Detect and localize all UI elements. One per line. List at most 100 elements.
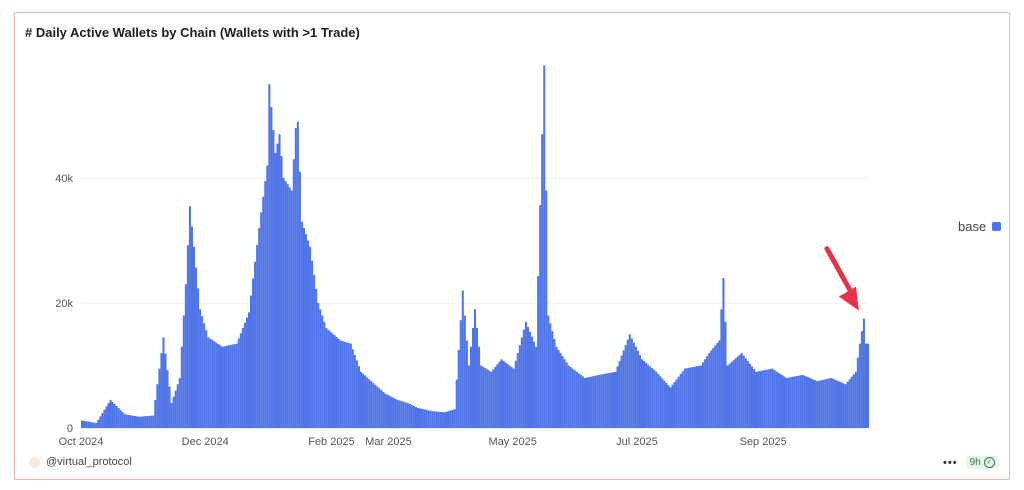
bar	[840, 382, 843, 428]
bar	[516, 353, 519, 428]
bar	[325, 328, 328, 428]
bar	[583, 378, 586, 428]
bar	[502, 360, 505, 428]
bar	[280, 156, 283, 428]
bar	[738, 354, 741, 428]
bar	[471, 328, 474, 428]
freshness-badge[interactable]: 9h ✓	[965, 456, 999, 469]
legend[interactable]: base	[958, 219, 1002, 234]
bar	[492, 369, 495, 428]
bar	[85, 421, 88, 428]
bar	[370, 381, 373, 428]
bar	[337, 338, 340, 428]
bar	[453, 409, 456, 428]
x-tick-label: Feb 2025	[308, 436, 354, 448]
footer-actions: ••• 9h ✓	[943, 456, 999, 469]
bar	[459, 320, 462, 428]
bar	[99, 416, 102, 428]
bar	[390, 396, 393, 428]
bar	[592, 376, 595, 428]
bar	[535, 346, 538, 428]
bar	[339, 340, 342, 428]
bar	[848, 379, 851, 428]
bar	[862, 318, 865, 428]
bar	[201, 316, 204, 428]
bar	[708, 353, 711, 428]
more-options-icon[interactable]: •••	[943, 456, 958, 469]
bar	[596, 375, 599, 428]
y-tick-label: 0	[67, 423, 73, 435]
bar	[103, 409, 106, 428]
bar	[767, 369, 770, 428]
bar	[779, 373, 782, 428]
bar	[787, 377, 790, 428]
bar	[671, 384, 674, 428]
bar	[142, 416, 145, 428]
bar	[304, 234, 308, 428]
bar	[327, 329, 330, 428]
bar	[860, 331, 863, 428]
bar	[640, 359, 644, 428]
arrow-head	[838, 286, 859, 311]
bar	[636, 350, 639, 428]
bar	[710, 350, 713, 428]
bar	[180, 346, 183, 428]
bar	[331, 333, 334, 428]
bar	[258, 228, 261, 428]
footer-attribution: @virtual_protocol	[29, 456, 132, 468]
bar	[826, 378, 829, 428]
bar	[256, 244, 259, 428]
bar	[775, 371, 778, 428]
bar	[164, 353, 167, 428]
bar	[801, 374, 804, 428]
bar	[685, 368, 688, 428]
bar	[425, 409, 428, 428]
x-tick-label: Dec 2024	[182, 436, 229, 448]
bar	[838, 381, 841, 428]
bar	[184, 284, 187, 428]
bar	[500, 359, 503, 428]
bar	[95, 423, 98, 428]
bar	[565, 362, 568, 428]
bar	[755, 371, 758, 428]
bar	[237, 338, 240, 428]
annotation-arrow	[824, 246, 859, 311]
bar	[421, 408, 424, 428]
bar	[752, 369, 755, 428]
bar	[575, 371, 578, 428]
bar	[406, 403, 409, 428]
bar	[612, 372, 615, 428]
bar	[494, 366, 497, 428]
bar	[419, 408, 422, 428]
bar	[105, 406, 108, 428]
bar	[571, 368, 574, 428]
author-handle[interactable]: @virtual_protocol	[46, 456, 132, 468]
bar	[247, 312, 251, 428]
bar	[547, 315, 550, 428]
bar	[386, 394, 389, 428]
bar	[769, 369, 772, 428]
bar	[531, 336, 534, 428]
bar	[510, 367, 513, 428]
bar	[292, 159, 295, 428]
bar	[431, 411, 434, 428]
bar	[349, 343, 352, 428]
bar	[541, 134, 544, 428]
bar	[809, 378, 813, 428]
bar	[679, 373, 682, 428]
bar	[687, 367, 690, 428]
bar	[384, 393, 387, 428]
bar	[119, 410, 122, 428]
chart-card: # Daily Active Wallets by Chain (Wallets…	[14, 12, 1010, 480]
bar	[655, 371, 658, 428]
bar	[867, 343, 870, 428]
bar	[657, 373, 660, 428]
bar	[681, 371, 684, 428]
bar	[630, 338, 633, 428]
bar	[673, 382, 676, 428]
bar	[486, 369, 489, 428]
bar	[150, 415, 153, 428]
bar	[170, 403, 173, 428]
bar	[115, 406, 118, 428]
bar	[396, 399, 399, 428]
